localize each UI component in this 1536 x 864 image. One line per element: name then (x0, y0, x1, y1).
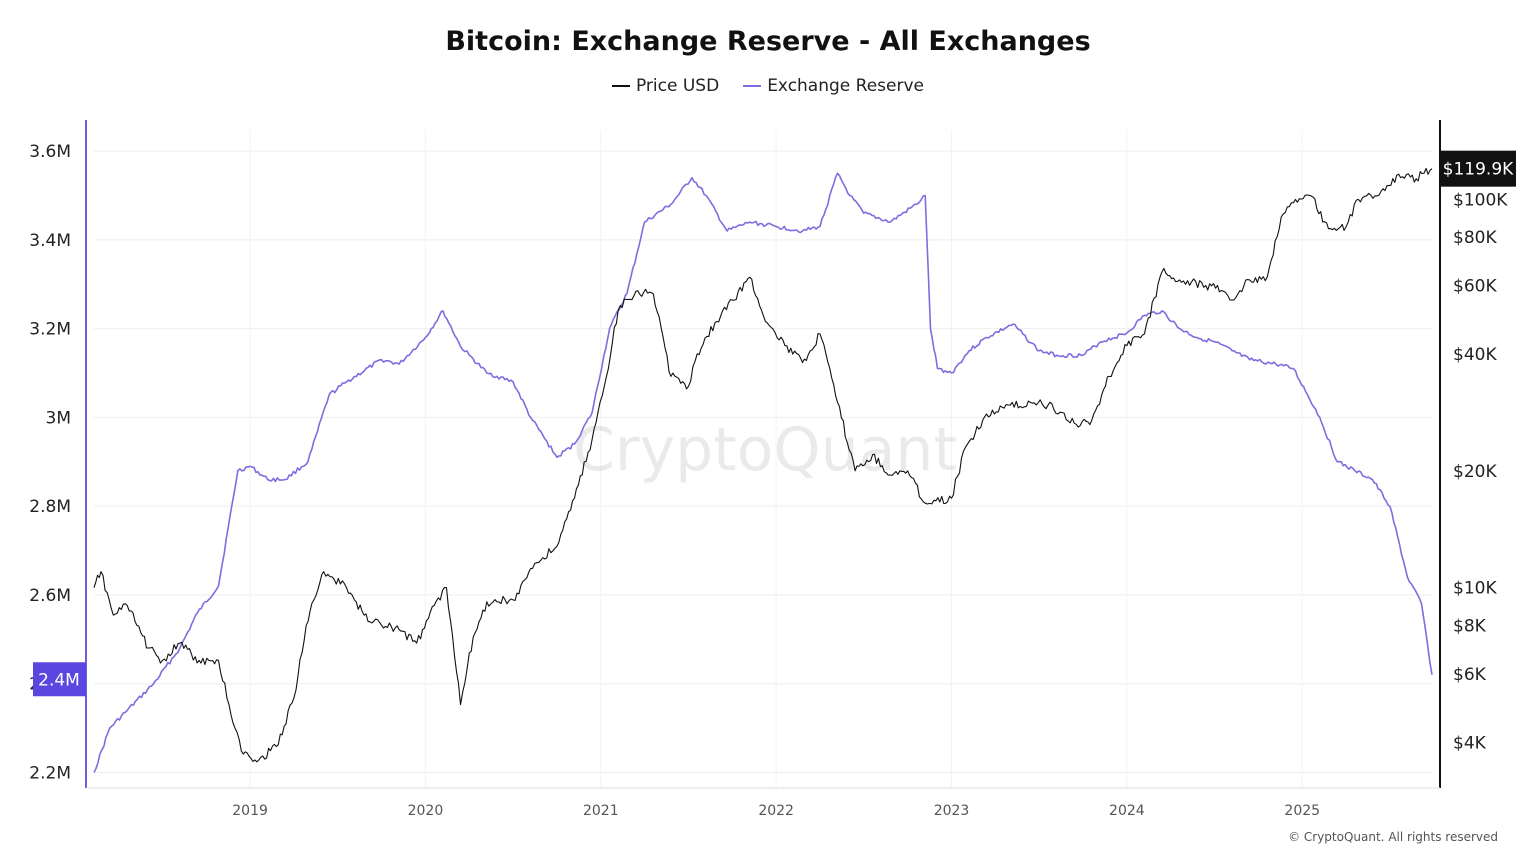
legend-swatch-price (611, 85, 630, 87)
right-tick-label: $80K (1453, 228, 1497, 248)
chart-title: Bitcoin: Exchange Reserve - All Exchange… (445, 26, 1091, 57)
left-tick-label: 2.8M (29, 497, 71, 517)
gridlines (94, 130, 1432, 788)
right-tick-label: $20K (1453, 462, 1497, 482)
legend-item-reserve[interactable]: Exchange Reserve (743, 76, 924, 96)
right-tick-label: $100K (1453, 190, 1508, 210)
current-reserve-label: 2.4M (38, 670, 80, 690)
x-tick-label: 2025 (1284, 803, 1320, 819)
left-tick-label: 2.2M (29, 763, 71, 783)
copyright-footer: © CryptoQuant. All rights reserved (1288, 830, 1498, 844)
current-price-label: $119.9K (1443, 160, 1514, 180)
series-layer (93, 167, 1433, 773)
right-tick-label: $8K (1453, 616, 1487, 636)
legend-label-reserve: Exchange Reserve (767, 76, 924, 96)
x-tick-label: 2023 (934, 803, 970, 819)
current-price-badge (1440, 150, 1516, 187)
watermark: CryptoQuant (573, 415, 957, 485)
legend-swatch-reserve (743, 85, 762, 87)
legend-label-price: Price USD (635, 76, 720, 96)
right-tick-label: $60K (1453, 276, 1497, 296)
right-tick-label: $6K (1453, 665, 1487, 685)
x-tick-label: 2024 (1109, 803, 1145, 819)
exchange-reserve-line (93, 172, 1433, 773)
right-tick-label: $4K (1453, 733, 1487, 753)
left-tick-label: 3.6M (29, 142, 71, 162)
right-tick-label: $10K (1453, 579, 1497, 599)
left-tick-label: 3.2M (29, 320, 71, 340)
x-tick-label: 2019 (232, 803, 268, 819)
legend-item-price[interactable]: Price USD (611, 76, 720, 96)
left-tick-label: 2.6M (29, 586, 71, 606)
right-axis-ticks: $4K $6K $8K $10K $20K $40K $60K $80K $100K (1453, 190, 1508, 753)
x-axis-ticks: 2019 2020 2021 2022 2023 2024 2025 (232, 803, 1320, 819)
current-reserve-badge (33, 662, 86, 697)
right-tick-label: $40K (1453, 345, 1497, 365)
price-usd-line (93, 167, 1433, 763)
left-tick-label: 3.4M (29, 231, 71, 251)
x-tick-label: 2020 (408, 803, 444, 819)
value-badges: 2.4M $119.9K (33, 150, 1516, 697)
x-tick-label: 2021 (583, 803, 619, 819)
x-tick-label: 2022 (758, 803, 794, 819)
left-tick-label: 3M (46, 408, 71, 428)
legend: Price USD Exchange Reserve (0, 76, 1536, 96)
